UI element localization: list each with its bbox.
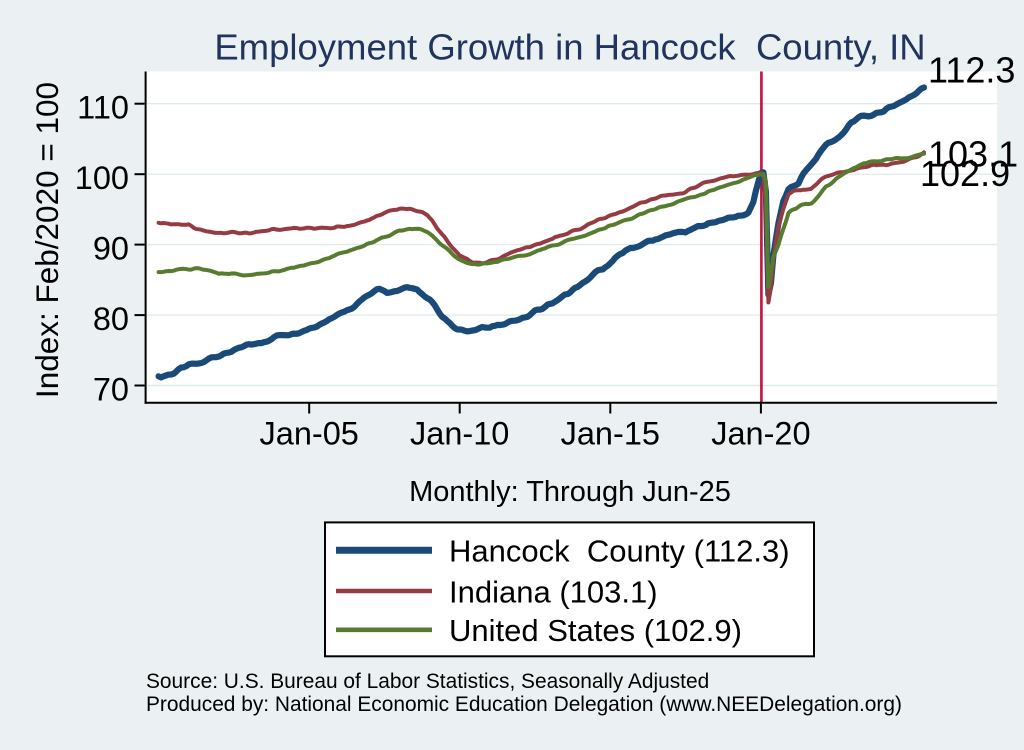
svg-text:112.3: 112.3 <box>928 50 1015 91</box>
svg-text:80: 80 <box>93 301 129 337</box>
svg-text:Hancock County (112.3): Hancock County (112.3) <box>449 534 790 569</box>
svg-text:102.9: 102.9 <box>920 153 1010 194</box>
svg-text:103.1: 103.1 <box>928 134 1018 175</box>
svg-text:Indiana (103.1): Indiana (103.1) <box>449 574 658 609</box>
svg-text:Employment Growth in Hancock: Employment Growth in Hancock County, IN <box>214 27 925 68</box>
svg-text:Jan-10: Jan-10 <box>410 416 509 452</box>
svg-text:70: 70 <box>93 371 129 407</box>
svg-text:Produced by: National Economic: Produced by: National Economic Education… <box>146 693 902 716</box>
svg-text:Monthly: Through Jun-25: Monthly: Through Jun-25 <box>409 476 731 508</box>
svg-text:Jan-20: Jan-20 <box>711 416 810 452</box>
svg-text:Jan-15: Jan-15 <box>561 416 660 452</box>
svg-text:United States (102.9): United States (102.9) <box>449 613 742 648</box>
svg-text:Source: U.S. Bureau of Labor S: Source: U.S. Bureau of Labor Statistics,… <box>146 670 709 693</box>
svg-text:Index: Feb/2020 = 100: Index: Feb/2020 = 100 <box>29 82 65 398</box>
svg-text:110: 110 <box>77 90 129 126</box>
svg-text:90: 90 <box>93 230 129 266</box>
svg-text:Jan-05: Jan-05 <box>260 416 359 452</box>
svg-text:100: 100 <box>75 160 129 196</box>
